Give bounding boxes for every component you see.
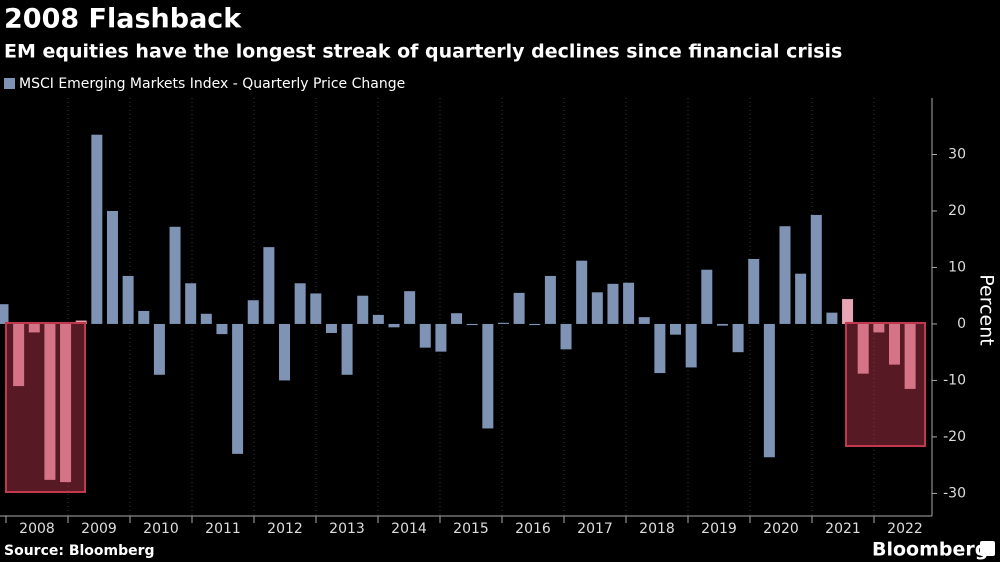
chart-subtitle: EM equities have the longest streak of q… [4, 41, 842, 63]
y-tick-label: -20 [943, 429, 966, 445]
bar [732, 323, 744, 353]
bar [404, 291, 416, 324]
bar [873, 323, 885, 333]
bar [826, 312, 838, 324]
bar [576, 260, 588, 324]
bar [91, 134, 103, 324]
bar [435, 323, 447, 352]
chart-title: 2008 Flashback [4, 4, 242, 35]
x-tick-label: 2018 [639, 521, 675, 537]
bar [888, 323, 900, 365]
bar [513, 292, 525, 324]
brand-icon [980, 541, 995, 556]
bar [153, 323, 165, 375]
x-tick-label: 2021 [825, 521, 861, 537]
bar [232, 323, 244, 454]
bar [466, 323, 478, 326]
bar [13, 323, 25, 387]
bar [795, 273, 807, 324]
x-tick-label: 2009 [81, 521, 117, 537]
legend-label: MSCI Emerging Markets Index - Quarterly … [19, 76, 405, 92]
bar [497, 322, 509, 324]
bar [341, 323, 353, 375]
bar [419, 323, 431, 348]
x-tick-label: 2019 [701, 521, 737, 537]
bar [60, 323, 72, 483]
bar [701, 269, 713, 324]
bar [748, 258, 760, 324]
bar [654, 323, 666, 374]
x-tick-label: 2020 [763, 521, 799, 537]
bar [294, 283, 306, 324]
bar [247, 300, 259, 324]
bar [325, 323, 337, 333]
bar [357, 295, 369, 324]
x-tick-label: 2016 [515, 521, 551, 537]
bar [842, 299, 854, 324]
bar [138, 310, 150, 324]
bar [779, 226, 791, 324]
bar [451, 313, 463, 324]
highlight-box [845, 321, 926, 448]
bar [763, 323, 775, 458]
x-tick-label: 2011 [205, 521, 241, 537]
bar [670, 323, 682, 335]
bar [544, 275, 556, 324]
x-tick-label: 2012 [267, 521, 303, 537]
bar [716, 323, 728, 326]
brand: Bloomberg [872, 539, 988, 561]
y-tick-label: 10 [948, 259, 966, 275]
x-tick-label: 2014 [391, 521, 427, 537]
bar [372, 314, 384, 324]
bar [529, 323, 541, 326]
bar [310, 293, 322, 324]
bar [200, 313, 212, 324]
bar [591, 292, 603, 324]
bar [216, 323, 228, 335]
y-axis-label: Percent [976, 274, 998, 346]
source: Source: Bloomberg [4, 543, 155, 559]
y-tick-label: 20 [948, 203, 966, 219]
bar [169, 226, 181, 324]
bar [904, 323, 916, 389]
y-tick-label: 30 [948, 146, 966, 162]
bar [810, 214, 822, 324]
bar [279, 323, 291, 381]
bar [857, 323, 869, 374]
bar [122, 275, 134, 324]
bar [185, 283, 197, 324]
bar [607, 283, 619, 324]
y-tick-label: -10 [943, 372, 966, 388]
bar [106, 210, 118, 324]
y-tick-label: 0 [957, 316, 966, 332]
bar [685, 323, 697, 368]
bar [638, 317, 650, 324]
bar [0, 304, 9, 324]
bar [388, 323, 400, 328]
x-tick-label: 2022 [887, 521, 923, 537]
x-tick-label: 2008 [19, 521, 55, 537]
x-tick-label: 2017 [577, 521, 613, 537]
x-tick-label: 2010 [143, 521, 179, 537]
y-tick-label: -30 [943, 485, 966, 501]
bar [623, 282, 635, 324]
bar [263, 247, 275, 324]
bar [482, 323, 494, 429]
bar [44, 323, 56, 480]
x-tick-label: 2013 [329, 521, 365, 537]
highlight-box [5, 321, 86, 493]
legend-swatch [4, 78, 15, 89]
x-tick-label: 2015 [453, 521, 489, 537]
bar [28, 323, 40, 333]
bar [560, 323, 572, 350]
